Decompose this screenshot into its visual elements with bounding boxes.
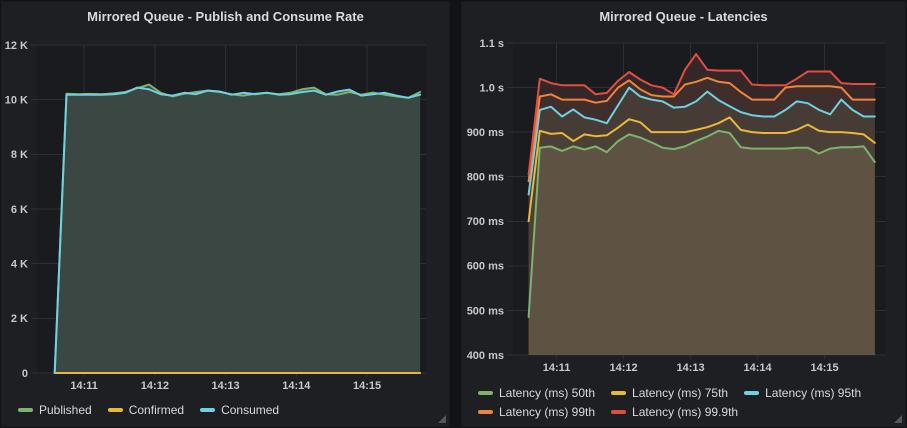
- series-line-consumed: [53, 86, 422, 374]
- legend-item-confirmed[interactable]: Confirmed: [107, 403, 185, 417]
- legend-item-latency-ms-99-9th[interactable]: Latency (ms) 99.9th: [611, 405, 738, 419]
- series-line-latency-ms-75th: [527, 116, 876, 223]
- legend-item-latency-ms-95th[interactable]: Latency (ms) 95th: [744, 386, 861, 400]
- series-lines: [53, 83, 422, 374]
- series-line-latency-ms-50th: [527, 129, 876, 319]
- panel-title-rate[interactable]: Mirrored Queue - Publish and Consume Rat…: [87, 9, 364, 24]
- legend-swatch-icon: [611, 391, 627, 395]
- panel-resize-handle[interactable]: [438, 415, 446, 423]
- legend-swatch-icon: [18, 408, 33, 412]
- y-axis-label: 500 ms: [467, 305, 504, 317]
- y-axis-label: 0: [22, 368, 28, 380]
- legend-swatch-icon: [744, 391, 760, 395]
- panel-title-latency[interactable]: Mirrored Queue - Latencies: [599, 9, 768, 24]
- x-axis-label: 14:14: [282, 380, 311, 392]
- x-axis-label: 14:12: [609, 362, 637, 374]
- x-axis-label: 14:14: [744, 362, 773, 374]
- panel-resize-handle[interactable]: [894, 415, 902, 423]
- x-axis-label: 14:11: [70, 380, 98, 392]
- x-axis-label: 14:13: [676, 362, 704, 374]
- y-axis-label: 800 ms: [467, 172, 504, 184]
- latency-legend: Latency (ms) 50th Latency (ms) 75th Latenc…: [478, 386, 878, 419]
- area-fill-latency-ms-50th: [528, 130, 875, 355]
- series-line-latency-ms-99-9th: [527, 53, 876, 176]
- panel-latencies: Mirrored Queue - Latencies 400 ms 500 ms 6…: [462, 2, 905, 426]
- x-axis-label: 14:15: [811, 362, 839, 374]
- legend-label: Latency (ms) 99th: [499, 405, 596, 419]
- series-line-latency-ms-95th: [527, 86, 876, 196]
- y-axis-label: 2 K: [11, 313, 28, 325]
- area-fills: [528, 54, 875, 356]
- area-fills: [54, 84, 421, 373]
- y-axis-label: 600 ms: [467, 261, 504, 273]
- y-axis-label: 8 K: [11, 149, 28, 161]
- y-axis-label: 900 ms: [467, 127, 504, 139]
- legend-label: Published: [39, 403, 92, 417]
- series-line-latency-ms-99th: [527, 76, 876, 183]
- legend-swatch-icon: [200, 408, 216, 412]
- legend-label: Latency (ms) 75th: [632, 386, 729, 400]
- legend-swatch-icon: [107, 408, 123, 412]
- rate-chart[interactable]: 0 2 K 4 K 6 K 8 K 10 K 12 K 14:11 14:12 14:13 14:1…: [2, 2, 449, 426]
- x-axis-label: 14:13: [212, 380, 240, 392]
- legend-label: Latency (ms) 99.9th: [632, 405, 739, 419]
- y-axis-label: 700 ms: [467, 216, 504, 228]
- x-axis-label: 14:15: [353, 380, 381, 392]
- legend-item-latency-ms-75th[interactable]: Latency (ms) 75th: [611, 386, 728, 400]
- legend-label: Latency (ms) 95th: [765, 386, 862, 400]
- legend-item-latency-ms-50th[interactable]: Latency (ms) 50th: [478, 386, 595, 400]
- legend-item-published[interactable]: Published: [18, 403, 92, 417]
- legend-swatch-icon: [611, 410, 627, 414]
- x-axis-label: 14:12: [141, 380, 169, 392]
- latency-chart[interactable]: 400 ms 500 ms 600 ms 700 ms 800 ms 900 ms 1.0 …: [462, 2, 905, 426]
- axis-labels: 400 ms 500 ms 600 ms 700 ms 800 ms 900 ms 1.0 …: [467, 38, 839, 374]
- legend-label: Latency (ms) 50th: [499, 386, 596, 400]
- axis-labels: 0 2 K 4 K 6 K 8 K 10 K 12 K 14:11 14:12 14:13 14:1…: [5, 40, 381, 392]
- rate-legend: Published Confirmed Consumed: [18, 403, 438, 417]
- series-lines: [527, 53, 876, 319]
- y-axis-label: 12 K: [5, 40, 28, 52]
- panel-publish-consume-rate: Mirrored Queue - Publish and Consume Rat…: [2, 2, 449, 426]
- y-axis-label: 10 K: [5, 95, 28, 107]
- y-axis-label: 400 ms: [467, 350, 504, 362]
- legend-item-latency-ms-99th[interactable]: Latency (ms) 99th: [478, 405, 595, 419]
- legend-label: Confirmed: [128, 403, 185, 417]
- legend-label: Consumed: [221, 403, 280, 417]
- y-axis-label: 1.1 s: [480, 38, 504, 50]
- area-fill-consumed: [54, 87, 421, 373]
- y-axis-label: 1.0 s: [480, 82, 504, 94]
- y-axis-label: 6 K: [11, 204, 28, 216]
- y-axis-label: 4 K: [11, 259, 28, 271]
- legend-swatch-icon: [478, 410, 493, 414]
- legend-swatch-icon: [478, 391, 493, 395]
- legend-item-consumed[interactable]: Consumed: [200, 403, 279, 417]
- x-axis-label: 14:11: [543, 362, 571, 374]
